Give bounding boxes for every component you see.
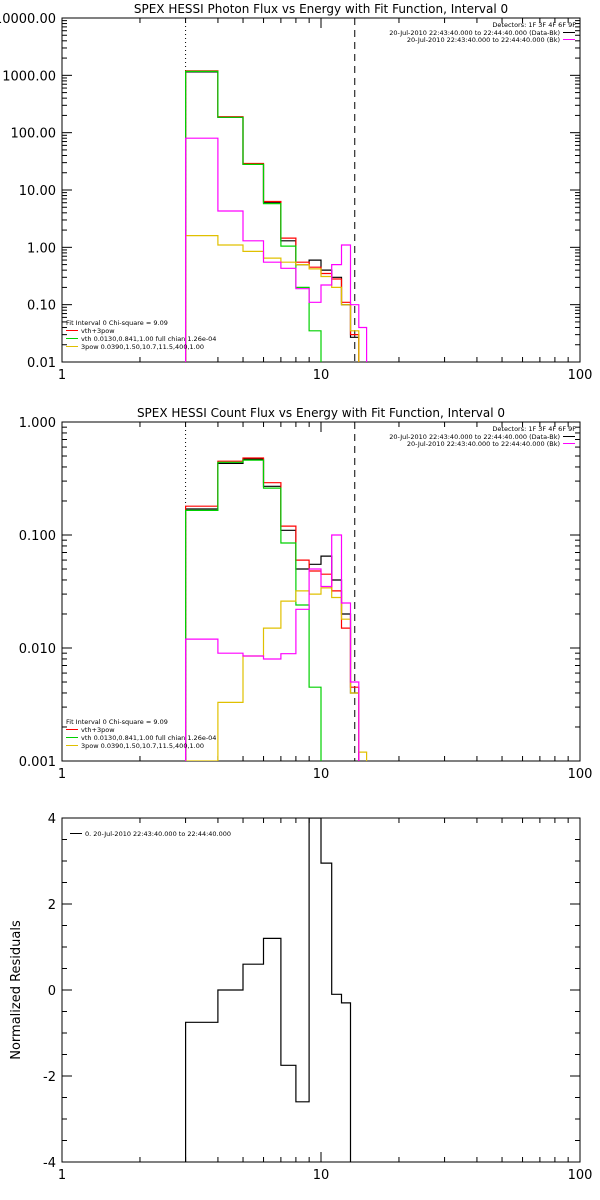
y-tick-label: 2 <box>48 898 56 913</box>
x-tick-label: 100 <box>568 1168 593 1183</box>
y-tick-label: 1.00 <box>27 241 56 256</box>
legend-entry: 20-Jul-2010 22:43:40.000 to 22:44:40.000… <box>407 36 560 44</box>
y-tick-label: 0.010 <box>19 642 56 657</box>
chart-title: SPEX HESSI Count Flux vs Energy with Fit… <box>137 406 505 420</box>
x-tick-label: 100 <box>568 767 593 782</box>
y-tick-label: 4 <box>48 812 56 827</box>
legend-entry: 0. 20-Jul-2010 22:43:40.000 to 22:44:40.… <box>85 830 231 838</box>
legend-detectors: Detectors: 1F 3F 4F 6F 9F <box>492 21 576 29</box>
x-tick-label: 1 <box>58 767 66 782</box>
y-tick-label: 0.100 <box>19 529 56 544</box>
legend-fit-title: Fit Interval 0 Chi-square = 9.09 <box>66 718 168 726</box>
series-vth <box>185 459 322 761</box>
x-tick-label: 10 <box>313 767 330 782</box>
y-tick-label: 0.01 <box>27 356 56 371</box>
legend-entry: 20-Jul-2010 22:43:40.000 to 22:44:40.000… <box>407 440 560 448</box>
y-tick-label: 1000.00 <box>2 69 56 84</box>
legend-fit-title: Fit Interval 0 Chi-square = 9.09 <box>66 319 168 327</box>
y-tick-label: 1.000 <box>19 416 56 431</box>
series-bk <box>185 534 360 761</box>
y-tick-label: 0.10 <box>27 299 56 314</box>
legend-entry: vth 0.0130,0.841,1.00 full chian 1.26e-0… <box>81 335 216 343</box>
series-vth <box>185 70 333 362</box>
legend-entry: 3pow 0.0390,1.50,10.7,11.5,400,1.00 <box>81 742 204 750</box>
legend-entry: vth+3pow <box>81 726 115 734</box>
legend-entry: vth+3pow <box>81 327 115 335</box>
y-tick-label: 100.00 <box>11 127 57 142</box>
y-axis-label: Normalized Residuals <box>9 920 24 1060</box>
series-data-bk <box>185 458 360 761</box>
legend-entry: 20-Jul-2010 22:43:40.000 to 22:44:40.000… <box>389 433 560 441</box>
legend-detectors: Detectors: 1F 3F 4F 6F 9F <box>492 425 576 433</box>
series-data-bk <box>185 71 360 362</box>
x-tick-label: 10 <box>313 1168 330 1183</box>
y-tick-label: 0 <box>48 984 56 999</box>
x-tick-label: 100 <box>568 368 593 383</box>
plot-frame <box>61 17 581 363</box>
series-vth-3pow <box>185 457 360 761</box>
y-tick-label: -4 <box>43 1156 56 1171</box>
series-bk <box>185 137 368 362</box>
y-tick-label: 10.00 <box>19 184 56 199</box>
y-tick-label: 10000.00 <box>0 12 56 27</box>
x-tick-label: 10 <box>313 368 330 383</box>
y-tick-label: -2 <box>43 1070 56 1085</box>
legend-entry: 20-Jul-2010 22:43:40.000 to 22:44:40.000… <box>389 29 560 37</box>
x-tick-label: 1 <box>58 1168 66 1183</box>
x-tick-label: 1 <box>58 368 66 383</box>
series-3pow <box>185 235 368 362</box>
y-tick-label: 0.001 <box>19 755 56 770</box>
legend-entry: vth 0.0130,0.841,1.00 full chian 1.26e-0… <box>81 734 216 742</box>
series-0-20-jul-2010-22-43-40-000-to-22-44-40-000 <box>185 818 352 1162</box>
series-vth-3pow <box>185 70 360 362</box>
legend-entry: 3pow 0.0390,1.50,10.7,11.5,400,1.00 <box>81 343 204 351</box>
chart-title: SPEX HESSI Photon Flux vs Energy with Fi… <box>134 2 508 16</box>
plot-frame <box>61 817 581 1163</box>
